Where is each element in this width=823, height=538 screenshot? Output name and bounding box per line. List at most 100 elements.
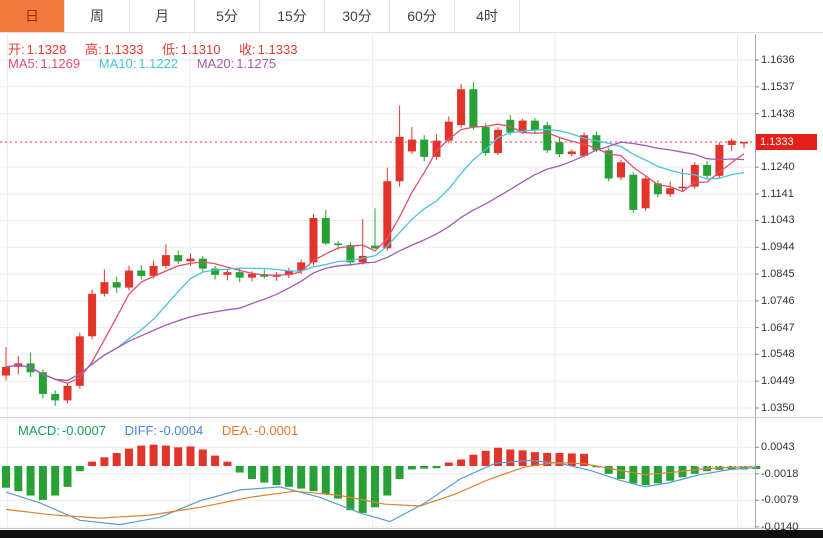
- dea-value: -0.0001: [254, 423, 299, 438]
- macd-histogram-bar: [112, 452, 121, 466]
- candle-up: [690, 164, 699, 187]
- ma20-label: MA20:: [196, 56, 235, 71]
- macd-histogram-bar: [100, 457, 109, 466]
- price-axis-label: 1.0944: [761, 241, 795, 254]
- macd-histogram-bar: [198, 449, 207, 466]
- macd-histogram-bar: [629, 466, 638, 484]
- candle-down: [555, 142, 564, 155]
- ma5-line: [5, 123, 745, 384]
- candle-up: [248, 274, 256, 278]
- high-label: 高:: [85, 42, 102, 57]
- candle-down: [530, 120, 539, 130]
- candle-up: [395, 136, 404, 182]
- candle-down: [211, 268, 220, 275]
- candle-down: [592, 135, 601, 151]
- macd-histogram-bar: [432, 466, 441, 469]
- macd-histogram-bar: [321, 466, 330, 495]
- candle-down: [469, 89, 478, 128]
- macd-histogram-bar: [469, 454, 478, 466]
- macd-histogram-bar: [666, 466, 675, 481]
- price-axis-label: 1.0746: [761, 294, 795, 307]
- candle-down: [604, 150, 613, 179]
- candle-up: [383, 181, 392, 249]
- tab-60分[interactable]: 60分: [390, 0, 455, 32]
- candle-up: [407, 139, 416, 152]
- macd-histogram-bar: [26, 466, 35, 496]
- price-axis-label: 1.1043: [761, 214, 795, 227]
- tab-日[interactable]: 日: [0, 0, 65, 32]
- macd-histogram-bar: [88, 461, 97, 466]
- candle-up: [88, 293, 97, 337]
- candle-up: [309, 218, 318, 263]
- candle-down: [174, 255, 183, 262]
- candle-up: [284, 270, 293, 275]
- tab-5分[interactable]: 5分: [195, 0, 260, 32]
- macd-axis-label: -0.0079: [761, 494, 799, 507]
- candle-up: [432, 140, 441, 157]
- macd-histogram-bar: [481, 450, 490, 466]
- macd-histogram-bar: [444, 462, 453, 466]
- macd-histogram-bar: [641, 466, 650, 486]
- macd-label: MACD:: [18, 423, 60, 438]
- bottom-border-bar: [0, 530, 823, 538]
- candle-up: [100, 282, 109, 294]
- macd-histogram-bar: [51, 466, 60, 496]
- candle-up: [727, 140, 736, 145]
- macd-histogram-bar: [346, 466, 355, 511]
- diff-line: [5, 459, 756, 526]
- candle-up: [2, 366, 10, 376]
- candle-up: [666, 188, 675, 195]
- open-label: 开:: [8, 42, 25, 57]
- macd-histogram-bar: [284, 466, 293, 487]
- quote-bar: 开: 1.1328 高: 1.1333 低: 1.1310 收: 1.1333: [8, 39, 312, 58]
- macd-histogram-bar: [137, 445, 146, 466]
- tab-月[interactable]: 月: [130, 0, 195, 32]
- candle-up: [358, 255, 367, 263]
- candle-up: [580, 135, 589, 156]
- macd-histogram-bar: [592, 466, 601, 468]
- macd-histogram-bar: [580, 453, 589, 466]
- macd-histogram-bar: [297, 466, 306, 489]
- tab-30分[interactable]: 30分: [325, 0, 390, 32]
- ma5-value: 1.1269: [40, 56, 81, 71]
- macd-histogram-bar: [223, 461, 232, 466]
- macd-legend: MACD: -0.0007 DIFF: -0.0004 DEA: -0.0001: [18, 423, 313, 438]
- ma10-label: MA10:: [98, 56, 137, 71]
- macd-histogram-bar: [395, 466, 404, 480]
- candle-up: [186, 258, 195, 262]
- macd-histogram-bar: [2, 466, 10, 488]
- candle-down: [334, 243, 343, 246]
- candle-down: [420, 139, 429, 157]
- tab-周[interactable]: 周: [65, 0, 130, 32]
- price-axis-label: 1.1636: [761, 54, 795, 66]
- macd-histogram-bar: [518, 450, 527, 466]
- candle-up: [63, 385, 72, 401]
- ma5-label: MA5:: [8, 56, 39, 71]
- macd-histogram-bar: [752, 466, 761, 470]
- candle-up: [149, 265, 158, 276]
- close-value: 1.1333: [257, 42, 298, 57]
- macd-histogram-bar: [494, 447, 502, 466]
- candle-up: [641, 178, 650, 209]
- price-axis-label: 1.0647: [761, 321, 795, 334]
- candle-down: [112, 282, 121, 288]
- macd-histogram-bar: [543, 452, 552, 466]
- tab-15分[interactable]: 15分: [260, 0, 325, 32]
- macd-histogram-bar: [211, 455, 220, 466]
- ma20-value: 1.1275: [236, 56, 277, 71]
- candle-up: [223, 272, 232, 275]
- macd-histogram-bar: [358, 466, 367, 513]
- price-axis-label: 1.0449: [761, 375, 795, 388]
- candle-down: [198, 258, 207, 269]
- candle-up: [740, 141, 748, 144]
- macd-histogram-bar: [272, 466, 281, 486]
- macd-histogram-bar: [506, 449, 515, 466]
- price-axis-label: 1.1438: [761, 107, 795, 120]
- price-axis-label: 1.1537: [761, 80, 795, 93]
- candle-down: [481, 127, 490, 154]
- tab-4时[interactable]: 4时: [455, 0, 520, 32]
- candle-up: [567, 151, 576, 155]
- macd-histogram-bar: [186, 446, 195, 466]
- candle-down: [235, 272, 244, 278]
